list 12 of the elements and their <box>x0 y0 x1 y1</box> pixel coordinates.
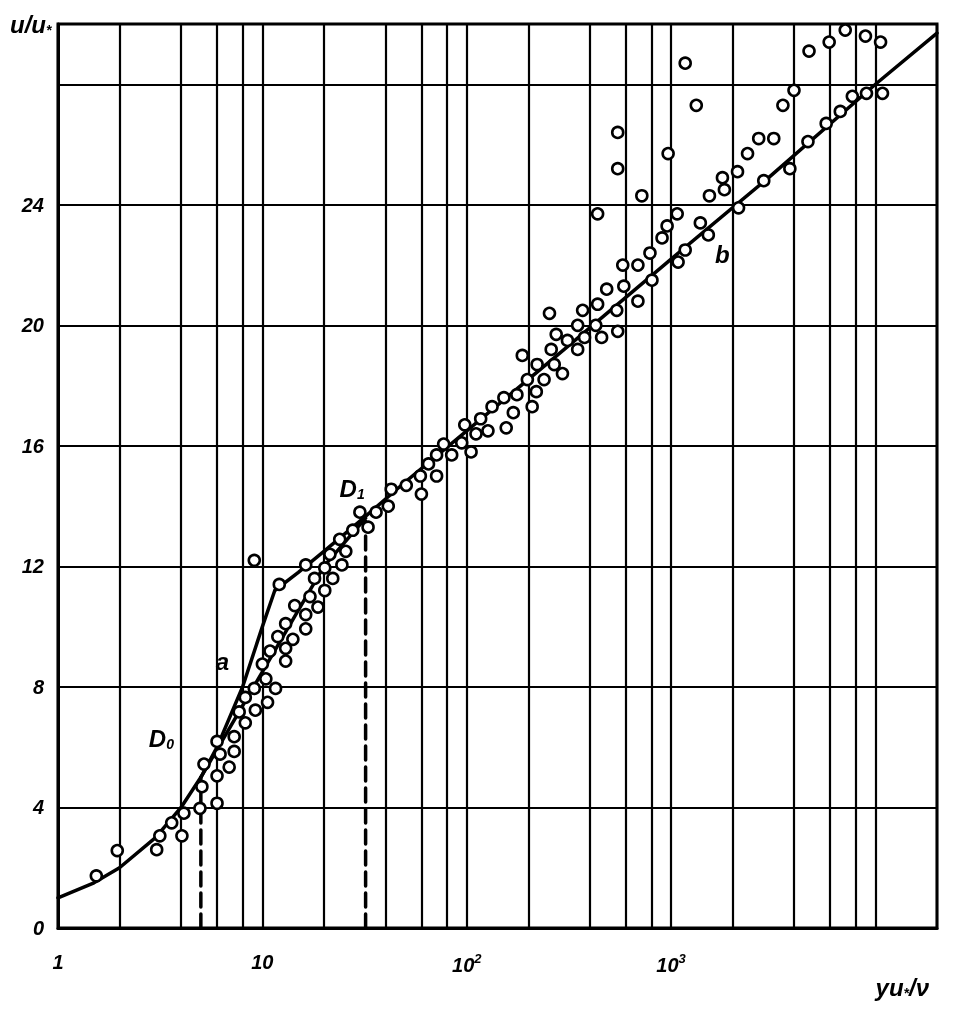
y-tick-label: 20 <box>20 314 44 337</box>
x-tick-label: 10 <box>251 951 274 973</box>
y-tick-label: 12 <box>21 555 44 578</box>
y-tick-label: 8 <box>32 675 45 698</box>
annotation: b <box>715 241 730 269</box>
y-tick-label: 4 <box>31 796 44 819</box>
x-axis-title: yu*/ν <box>874 973 930 1001</box>
y-axis-title: u/u* <box>10 10 52 38</box>
x-tick-label: 1 <box>52 951 64 973</box>
y-tick-label: 24 <box>20 193 44 216</box>
y-tick-label: 0 <box>32 917 44 939</box>
y-tick-label: 16 <box>21 434 45 457</box>
